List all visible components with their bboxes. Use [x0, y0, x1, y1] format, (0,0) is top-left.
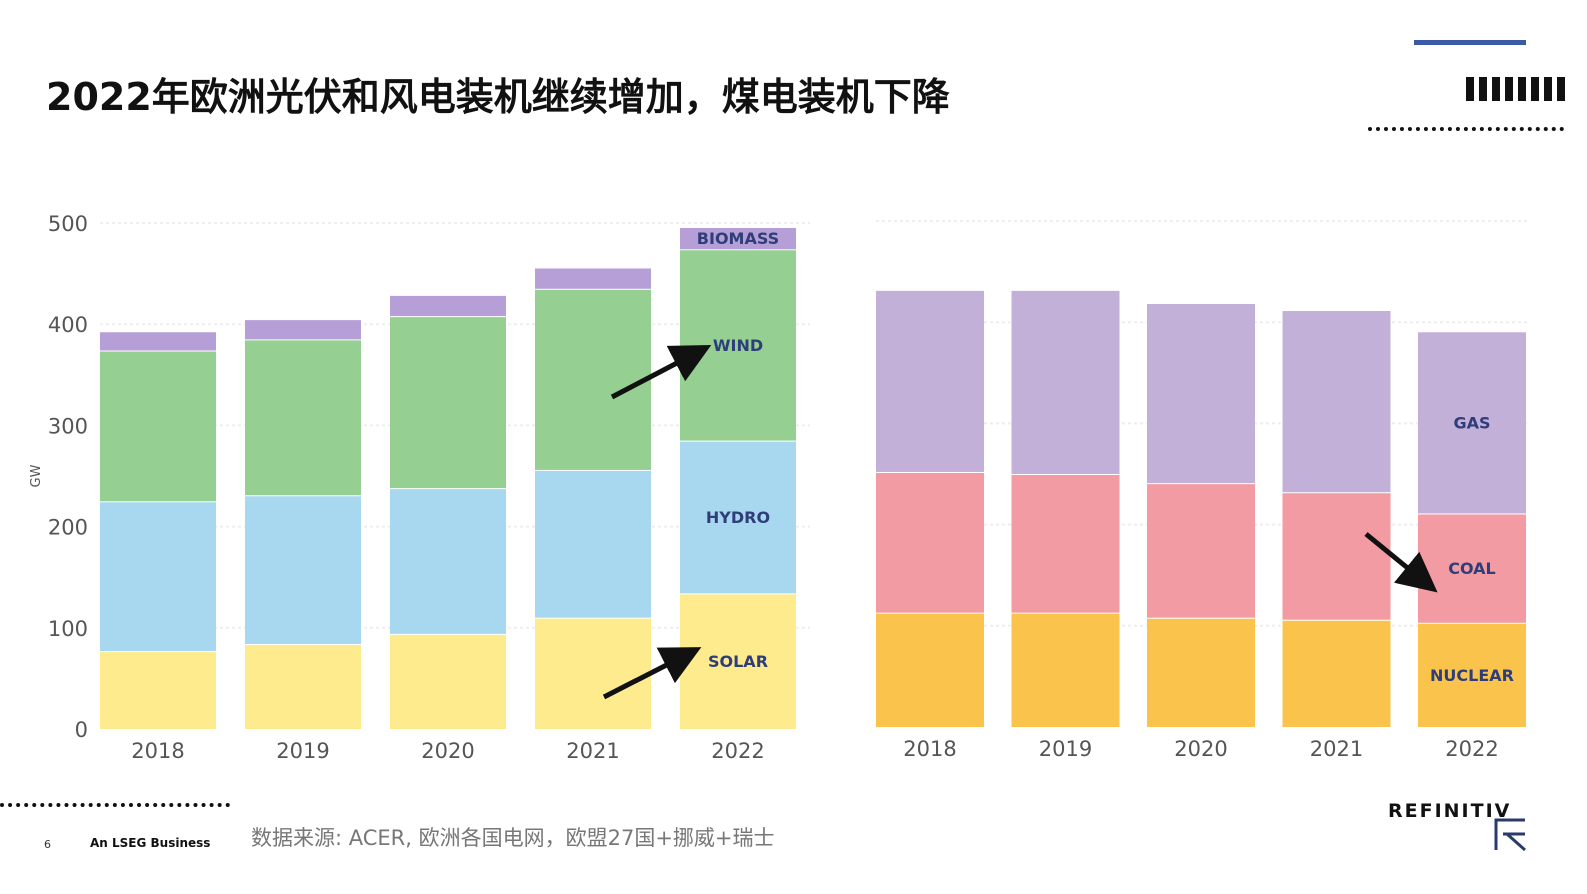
- y-tick-label: 400: [48, 313, 88, 337]
- bar-segment-hydro-2022: [680, 440, 796, 594]
- arrow-coal: [1364, 532, 1438, 593]
- bar-segment-coal-2020: [1147, 483, 1255, 618]
- bar-segment-coal-2021: [1282, 492, 1391, 620]
- arrow-wind: [610, 345, 712, 400]
- bar-segment-hydro-2020: [390, 488, 506, 634]
- y-tick-label: 500: [48, 212, 88, 236]
- bar-segment-hydro-2019: [245, 495, 361, 644]
- decorative-accent-line: [1414, 40, 1526, 45]
- bar-segment-wind-2020: [390, 316, 506, 489]
- decorative-dotted-line-top: [1368, 127, 1564, 131]
- x-tick-label: 2021: [1310, 737, 1363, 761]
- bar-segment-biomass-2021: [535, 267, 651, 289]
- series-label-wind: WIND: [713, 336, 763, 355]
- bar-segment-gas-2021: [1282, 310, 1391, 493]
- bar-segment-nuclear-2019: [1011, 612, 1120, 727]
- bar-segment-wind-2019: [245, 339, 361, 496]
- series-label-gas: GAS: [1453, 413, 1490, 432]
- bar-segment-nuclear-2018: [876, 612, 984, 727]
- x-tick-label: 2019: [1039, 737, 1092, 761]
- data-source-note: 数据来源: ACER, 欧洲各国电网，欧盟27国+挪威+瑞士: [251, 826, 775, 850]
- page-title: 2022年欧洲光伏和风电装机继续增加，煤电装机下降: [46, 75, 950, 119]
- bar-segment-gas-2020: [1147, 302, 1255, 484]
- refinitiv-logo-text: REFINITIV: [1388, 800, 1512, 822]
- y-tick-label: 200: [48, 516, 88, 540]
- series-label-nuclear: NUCLEAR: [1430, 666, 1514, 685]
- x-tick-label: 2018: [903, 737, 956, 761]
- x-tick-label: 2022: [1445, 737, 1498, 761]
- y-tick-label: 100: [48, 617, 88, 641]
- bar-segment-nuclear-2021: [1282, 619, 1391, 727]
- bar-segment-biomass-2020: [390, 294, 506, 317]
- bar-segment-solar-2020: [390, 633, 506, 729]
- decorative-dotted-line-bottom: [0, 803, 230, 807]
- bar-segment-hydro-2018: [100, 501, 216, 652]
- series-label-solar: SOLAR: [708, 652, 768, 671]
- bar-segment-wind-2022: [680, 249, 796, 441]
- refinitiv-logo-icon: [1494, 818, 1526, 852]
- bar-segment-gas-2022: [1418, 331, 1526, 514]
- lseg-tagline: An LSEG Business: [90, 836, 211, 850]
- x-tick-label: 2022: [711, 739, 764, 763]
- bar-segment-hydro-2021: [535, 469, 651, 618]
- x-tick-label: 2020: [421, 739, 474, 763]
- left-chart-capacity-renewables: 0 100 200 300 400 500 GW 2018 2019 2020 2021 SOLAR H…: [29, 212, 810, 763]
- series-label-biomass: BIOMASS: [697, 229, 779, 248]
- bar-segment-coal-2019: [1011, 474, 1120, 613]
- y-tick-label: 0: [75, 718, 88, 742]
- arrow-solar: [602, 647, 702, 700]
- bar-segment-nuclear-2022: [1418, 622, 1526, 727]
- right-chart-capacity-conventional: 2018 2019 2020 2021 NUCLEAR COAL GAS 2022: [876, 220, 1530, 761]
- bar-segment-solar-2019: [245, 643, 361, 729]
- x-tick-label: 2020: [1174, 737, 1227, 761]
- bar-segment-biomass-2018: [100, 331, 216, 351]
- bar-segment-gas-2019: [1011, 289, 1120, 474]
- series-label-coal: COAL: [1448, 559, 1496, 578]
- page-number: 6: [44, 838, 51, 851]
- x-tick-label: 2019: [276, 739, 329, 763]
- bar-segment-nuclear-2020: [1147, 617, 1255, 727]
- bar-segment-coal-2018: [876, 471, 984, 613]
- series-label-hydro: HYDRO: [706, 508, 770, 527]
- x-tick-label: 2021: [566, 739, 619, 763]
- bar-segment-wind-2018: [100, 350, 216, 502]
- bar-segment-solar-2018: [100, 651, 216, 729]
- bar-segment-wind-2021: [535, 288, 651, 470]
- x-tick-label: 2018: [131, 739, 184, 763]
- y-axis-label: GW: [29, 464, 44, 487]
- decorative-bar-pattern: [1466, 77, 1565, 101]
- bar-segment-solar-2021: [535, 617, 651, 729]
- bar-segment-biomass-2022: [680, 227, 796, 250]
- bar-segment-gas-2018: [876, 289, 984, 472]
- y-tick-label: 300: [48, 414, 88, 438]
- bar-segment-biomass-2019: [245, 319, 361, 340]
